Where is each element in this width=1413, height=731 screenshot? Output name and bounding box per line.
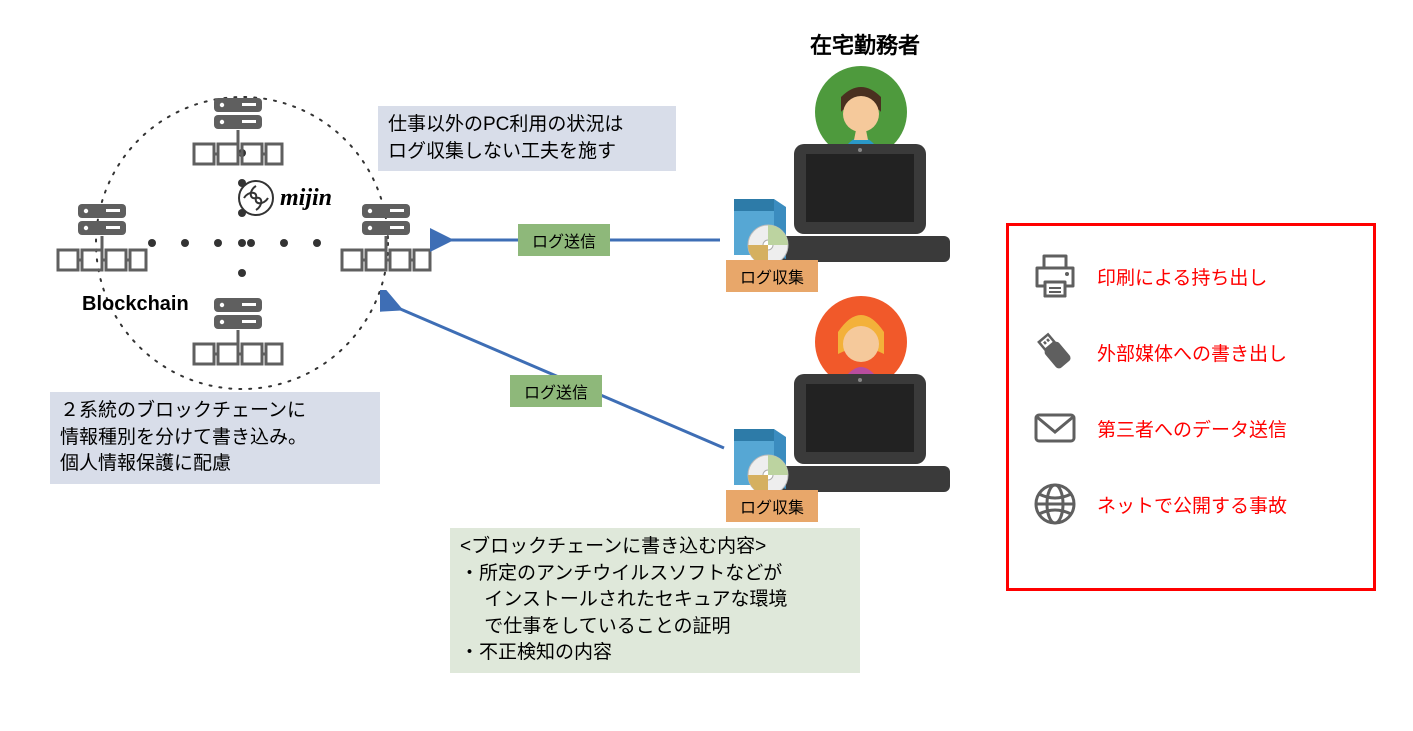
log-send-label-2: ログ送信 [510, 375, 602, 407]
server-node-top [192, 98, 272, 170]
server-node-bottom [192, 298, 272, 370]
printer-icon [1031, 252, 1079, 300]
written-content-line3: で仕事をしていることの証明 [460, 614, 850, 641]
mail-icon [1031, 404, 1079, 452]
risk-text-globe: ネットで公開する事故 [1097, 491, 1287, 518]
written-content-box: <ブロックチェーンに書き込む内容> ・所定のアンチウイルスソフトなどが インスト… [450, 528, 860, 673]
usb-icon [1031, 328, 1079, 376]
written-content-title: <ブロックチェーンに書き込む内容> [460, 534, 850, 561]
remote-worker-title: 在宅勤務者 [810, 28, 920, 60]
written-content-line1: ・所定のアンチウイルスソフトなどが [460, 561, 850, 588]
risk-text-print: 印刷による持ち出し [1097, 263, 1267, 290]
privacy-note-box: 仕事以外のPC利用の状況は ログ収集しない工夫を施す [378, 106, 676, 171]
blockchain-label: Blockchain [82, 293, 189, 316]
globe-icon [1031, 480, 1079, 528]
risk-text-usb: 外部媒体への書き出し [1097, 339, 1287, 366]
software-box-1 [726, 195, 800, 269]
mijin-text: mijin [280, 185, 332, 212]
risk-item-mail: 第三者へのデータ送信 [1031, 404, 1351, 452]
server-node-left [56, 204, 136, 276]
risk-item-print: 印刷による持ち出し [1031, 252, 1351, 300]
risk-text-mail: 第三者へのデータ送信 [1097, 415, 1287, 442]
log-collect-label-2: ログ収集 [726, 490, 818, 522]
written-content-line4: ・不正検知の内容 [460, 640, 850, 667]
risk-item-globe: ネットで公開する事故 [1031, 480, 1351, 528]
log-collect-label-1: ログ収集 [726, 260, 818, 292]
log-send-label-1: ログ送信 [518, 224, 610, 256]
risk-item-usb: 外部媒体への書き出し [1031, 328, 1351, 376]
twochain-note-box: ２系統のブロックチェーンに 情報種別を分けて書き込み。 個人情報保護に配慮 [50, 392, 380, 484]
server-node-right [340, 204, 420, 276]
risk-panel: 印刷による持ち出し 外部媒体への書き出し 第三者へのデータ送信 ネットで公開する… [1006, 223, 1376, 591]
written-content-line2: インストールされたセキュアな環境 [460, 587, 850, 614]
mijin-logo: mijin [238, 180, 332, 216]
software-box-2 [726, 425, 800, 499]
